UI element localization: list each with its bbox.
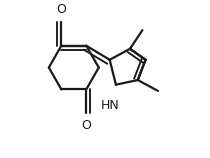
Text: HN: HN (100, 99, 119, 112)
Text: O: O (56, 3, 66, 16)
Text: O: O (81, 119, 91, 132)
